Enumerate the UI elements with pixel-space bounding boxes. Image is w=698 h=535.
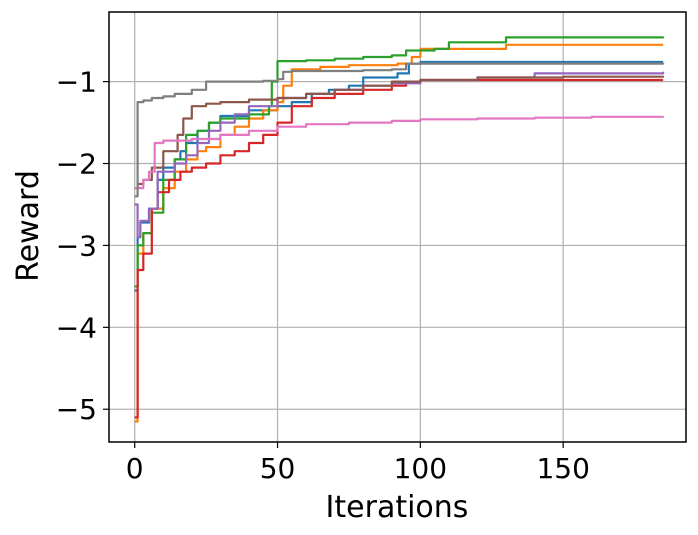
x-tick-label: 100	[394, 452, 447, 485]
y-tick-label: −3	[56, 229, 97, 262]
x-axis-label: Iterations	[326, 490, 469, 525]
y-axis-label: Reward	[11, 170, 46, 282]
series-line-1	[134, 60, 664, 292]
series-line-7	[134, 115, 665, 190]
series-line-5	[134, 71, 665, 239]
y-tick-label: −1	[56, 66, 97, 99]
x-tick-label: 50	[260, 452, 296, 485]
x-tick-label: 0	[126, 452, 144, 485]
axis-ticks: 0 50 100 150 −5 −4 −3 −2 −1	[56, 66, 590, 485]
plot-frame	[108, 11, 687, 443]
series-line-6	[134, 75, 665, 190]
series-line-8	[134, 62, 665, 198]
series-lines	[134, 36, 665, 423]
y-tick-label: −2	[56, 148, 97, 181]
y-tick-label: −4	[56, 311, 97, 344]
x-tick-label: 150	[536, 452, 589, 485]
series-line-2	[134, 43, 664, 423]
y-tick-label: −5	[56, 393, 97, 426]
